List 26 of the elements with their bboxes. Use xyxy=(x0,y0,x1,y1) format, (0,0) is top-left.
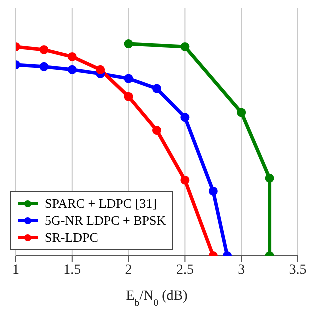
point xyxy=(265,174,274,183)
point xyxy=(124,92,134,102)
point xyxy=(96,65,106,74)
point xyxy=(237,108,246,118)
point xyxy=(68,65,77,74)
point xyxy=(68,52,77,62)
x-tick-label: 1 xyxy=(12,262,20,278)
point xyxy=(40,62,49,72)
point xyxy=(180,42,190,52)
legend-label: 5G-NR LDPC + BPSK xyxy=(45,212,166,229)
x-tick-label: 3 xyxy=(238,262,246,278)
x-tick-label: 2 xyxy=(125,262,132,278)
point xyxy=(40,45,49,54)
x-tick-label: 2.5 xyxy=(176,262,194,278)
x-tick-label: 3.5 xyxy=(289,262,307,278)
point xyxy=(152,126,162,136)
point xyxy=(208,186,218,196)
point xyxy=(124,40,134,49)
point xyxy=(180,113,190,122)
point xyxy=(180,176,190,185)
point xyxy=(152,84,162,94)
x-axis-title: E$_{b}$/N$_{0}$ (dB) xyxy=(126,289,188,308)
x-tick-label: 1.5 xyxy=(64,262,82,278)
point xyxy=(124,74,134,84)
legend-label: SR-LDPC xyxy=(45,229,98,246)
legend-label: SPARC + LDPC [31] xyxy=(45,195,157,212)
